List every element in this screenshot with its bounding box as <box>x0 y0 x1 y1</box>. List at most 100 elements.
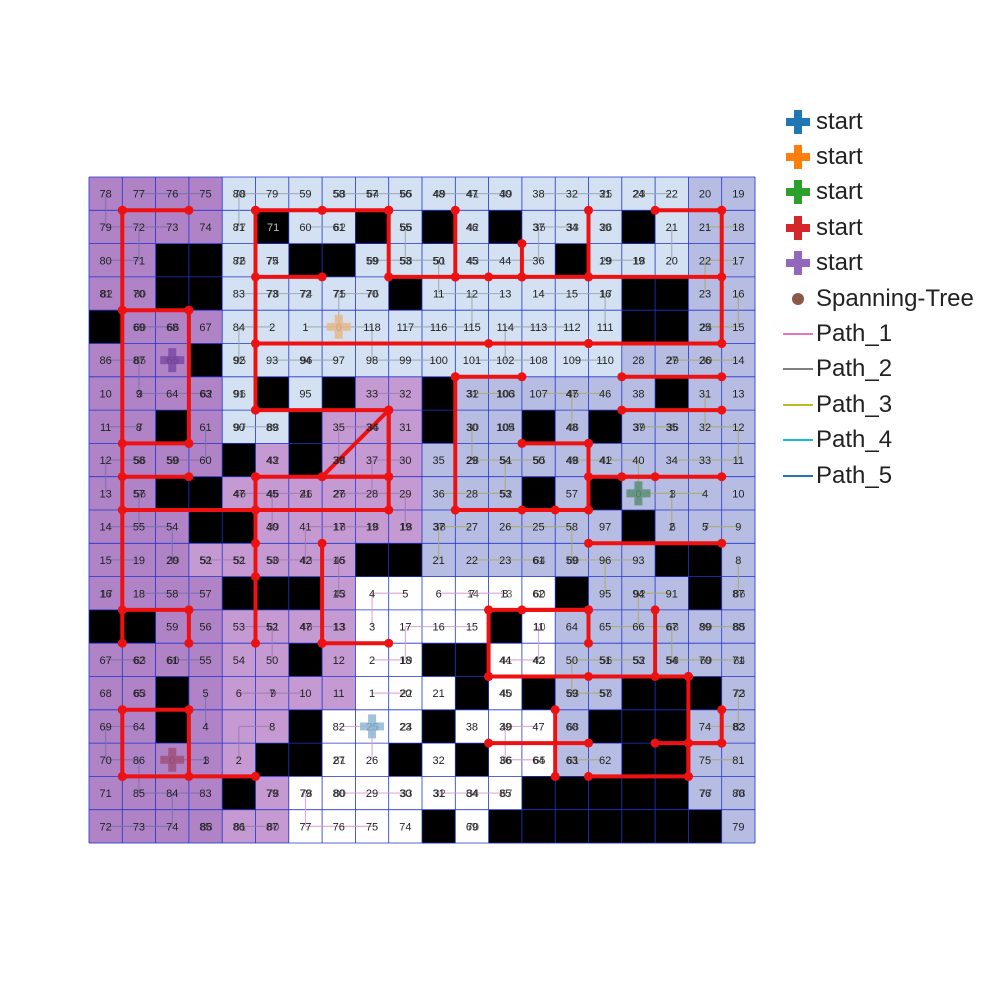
cell-label: 88 <box>732 622 744 634</box>
cell-label: 59 <box>566 688 578 700</box>
cell-label: 44 <box>499 655 511 667</box>
solution-path-node <box>717 538 727 548</box>
cell-overlay-label: 39 <box>500 189 512 201</box>
legend-label: Path_5 <box>816 461 893 489</box>
wall-cell <box>288 643 323 677</box>
cell-label: 58 <box>166 588 178 600</box>
solution-path-node <box>717 339 727 348</box>
cell-overlay-label: 90 <box>700 622 712 634</box>
cell-overlay-label: 29 <box>667 355 679 367</box>
cell-label: 40 <box>266 522 278 534</box>
wall-cell <box>422 210 456 244</box>
cell-overlay-label: 43 <box>300 555 312 567</box>
cell-overlay-label: 14 <box>467 588 479 600</box>
cell-label: 38 <box>466 721 478 733</box>
wall-cell <box>555 809 589 844</box>
wall-cell <box>621 809 656 844</box>
wall-cell <box>655 543 689 577</box>
cell-label: 26 <box>366 755 378 767</box>
cell-label: 68 <box>100 688 112 700</box>
cell-label: 70 <box>100 755 112 767</box>
legend-label: start <box>816 143 863 171</box>
cell-label: 86 <box>100 355 112 367</box>
wall-cell <box>255 576 290 611</box>
solution-path-node <box>117 305 127 315</box>
cell-label: 28 <box>366 488 378 500</box>
solution-path-node <box>484 339 494 348</box>
cell-overlay-label: 30 <box>700 355 712 367</box>
maze-cell <box>188 310 223 344</box>
cell-label: 16 <box>433 622 445 634</box>
cell-overlay-label: 33 <box>400 788 412 800</box>
cell-overlay-label: 43 <box>334 588 346 600</box>
cell-overlay-label: 65 <box>400 189 412 201</box>
cell-overlay-label: 56 <box>600 655 612 667</box>
cell-label: 81 <box>100 289 112 301</box>
solution-path-layer <box>117 205 727 781</box>
solution-path-node <box>484 272 494 282</box>
solution-path-node <box>384 272 394 282</box>
wall-cell <box>655 376 689 411</box>
cell-label: 76 <box>166 189 178 201</box>
maze-cell <box>322 676 356 711</box>
cell-label: 87 <box>732 588 744 600</box>
cell-overlay-label: 76 <box>367 289 379 301</box>
cell-label: 54 <box>166 522 178 534</box>
cell-label: 107 <box>529 388 547 400</box>
cell-label: 57 <box>366 189 378 201</box>
wall-cell <box>222 776 256 810</box>
cell-overlay-label: 51 <box>500 455 512 467</box>
solution-path-node <box>650 738 660 748</box>
cell-label: 47 <box>233 488 245 500</box>
cell-label: 8 <box>735 555 741 567</box>
cell-label: 37 <box>532 222 544 234</box>
cell-label: 2 <box>369 655 375 667</box>
wall-cell <box>621 510 656 544</box>
cell-label: 67 <box>666 622 678 634</box>
cell-label: 17 <box>732 255 744 267</box>
cell-label: 45 <box>466 255 478 267</box>
cell-label: 95 <box>299 388 311 400</box>
cell-label: 62 <box>133 655 145 667</box>
cell-label: 32 <box>399 388 411 400</box>
cell-label: 26 <box>499 522 511 534</box>
cell-label: 52 <box>266 622 278 634</box>
solution-path-node <box>584 505 593 515</box>
cell-overlay-label: 48 <box>300 622 312 634</box>
cell-label: 16 <box>333 555 345 567</box>
cell-label: 64 <box>133 721 145 733</box>
wall-cell <box>322 376 356 411</box>
maze-cell <box>188 809 223 844</box>
cell-label: 61 <box>166 655 178 667</box>
cell-label: 55 <box>399 222 411 234</box>
cell-label: 59 <box>299 189 311 201</box>
cell-label: 40 <box>632 455 644 467</box>
wall-cell <box>89 310 123 344</box>
cell-label: 70 <box>699 655 711 667</box>
wall-cell <box>422 410 456 444</box>
cell-overlay-label: 50 <box>267 555 279 567</box>
wall-cell <box>588 809 623 844</box>
cell-overlay-label: 17 <box>600 289 612 301</box>
maze-cell <box>122 276 156 311</box>
cell-overlay-label: 51 <box>434 255 446 267</box>
cell-label: 57 <box>133 488 145 500</box>
cell-label: 20 <box>699 189 711 201</box>
cell-label: 50 <box>433 255 445 267</box>
cell-label: 44 <box>499 255 511 267</box>
cell-overlay-label: 95 <box>234 355 246 367</box>
line-icon <box>780 390 816 420</box>
cell-label: 36 <box>433 488 445 500</box>
legend-label: Spanning-Tree <box>816 284 974 312</box>
solution-path-node <box>251 405 260 415</box>
cell-label: 59 <box>166 455 178 467</box>
solution-path-node <box>717 738 727 748</box>
plus-icon <box>780 177 816 207</box>
solution-path-node <box>251 771 260 781</box>
maze-cell <box>155 609 190 644</box>
legend-item: Path_1 <box>780 316 995 351</box>
cell-label: 75 <box>699 755 711 767</box>
solution-path-node <box>584 638 593 648</box>
cell-label: 32 <box>699 422 711 434</box>
cell-label: 73 <box>166 222 178 234</box>
